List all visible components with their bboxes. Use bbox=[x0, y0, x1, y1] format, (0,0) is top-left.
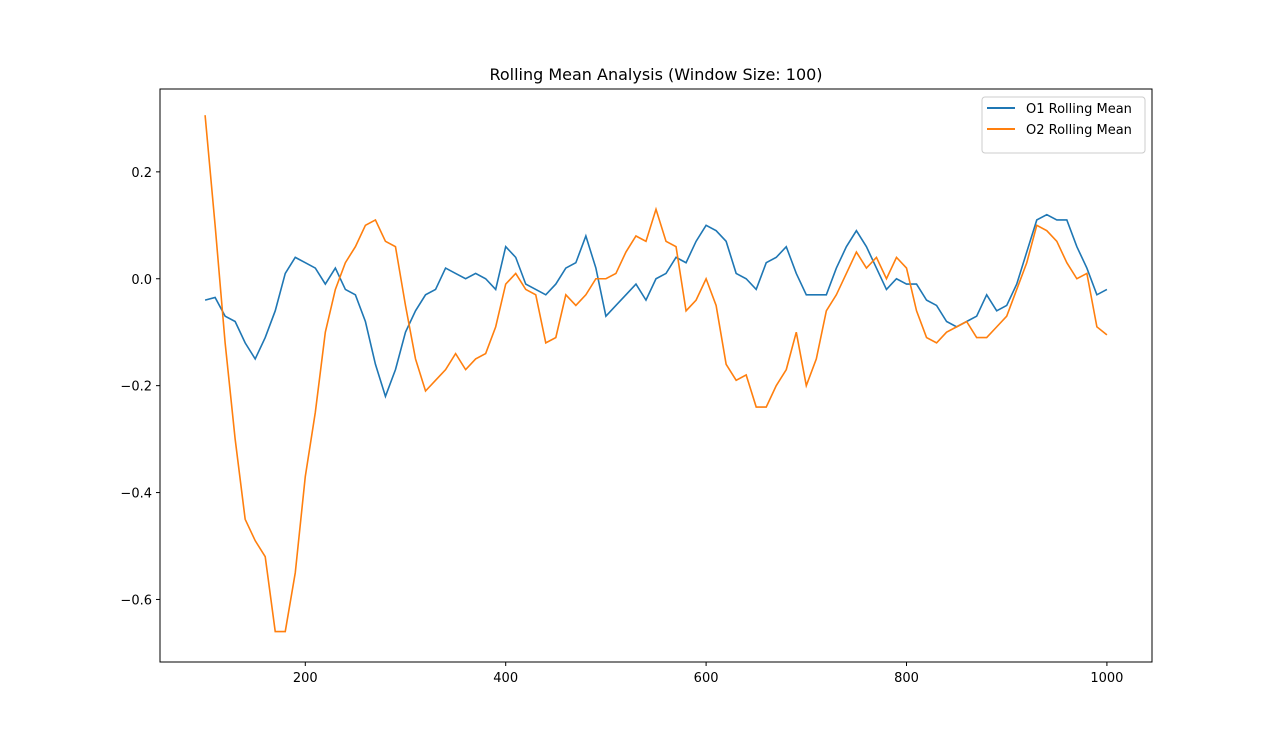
x-tick-label: 800 bbox=[894, 671, 919, 686]
x-tick-label: 200 bbox=[293, 671, 318, 686]
legend-label: O2 Rolling Mean bbox=[1026, 123, 1132, 138]
legend-box bbox=[981, 96, 1146, 154]
y-tick-label: 0.2 bbox=[131, 166, 152, 181]
x-tick-label: 600 bbox=[694, 671, 719, 686]
y-tick-label: −0.4 bbox=[120, 487, 152, 502]
legend-label: O1 Rolling Mean bbox=[1026, 102, 1132, 117]
data-line bbox=[204, 213, 1108, 399]
data-line bbox=[204, 115, 1108, 633]
plot-frame bbox=[159, 88, 1153, 663]
y-tick-label: −0.2 bbox=[120, 380, 152, 395]
y-tick-label: 0.0 bbox=[131, 273, 152, 288]
y-tick-label: −0.6 bbox=[120, 593, 152, 608]
chart-title: Rolling Mean Analysis (Window Size: 100) bbox=[489, 65, 822, 84]
x-tick-label: 1000 bbox=[1090, 671, 1123, 686]
x-tick-label: 400 bbox=[493, 671, 518, 686]
